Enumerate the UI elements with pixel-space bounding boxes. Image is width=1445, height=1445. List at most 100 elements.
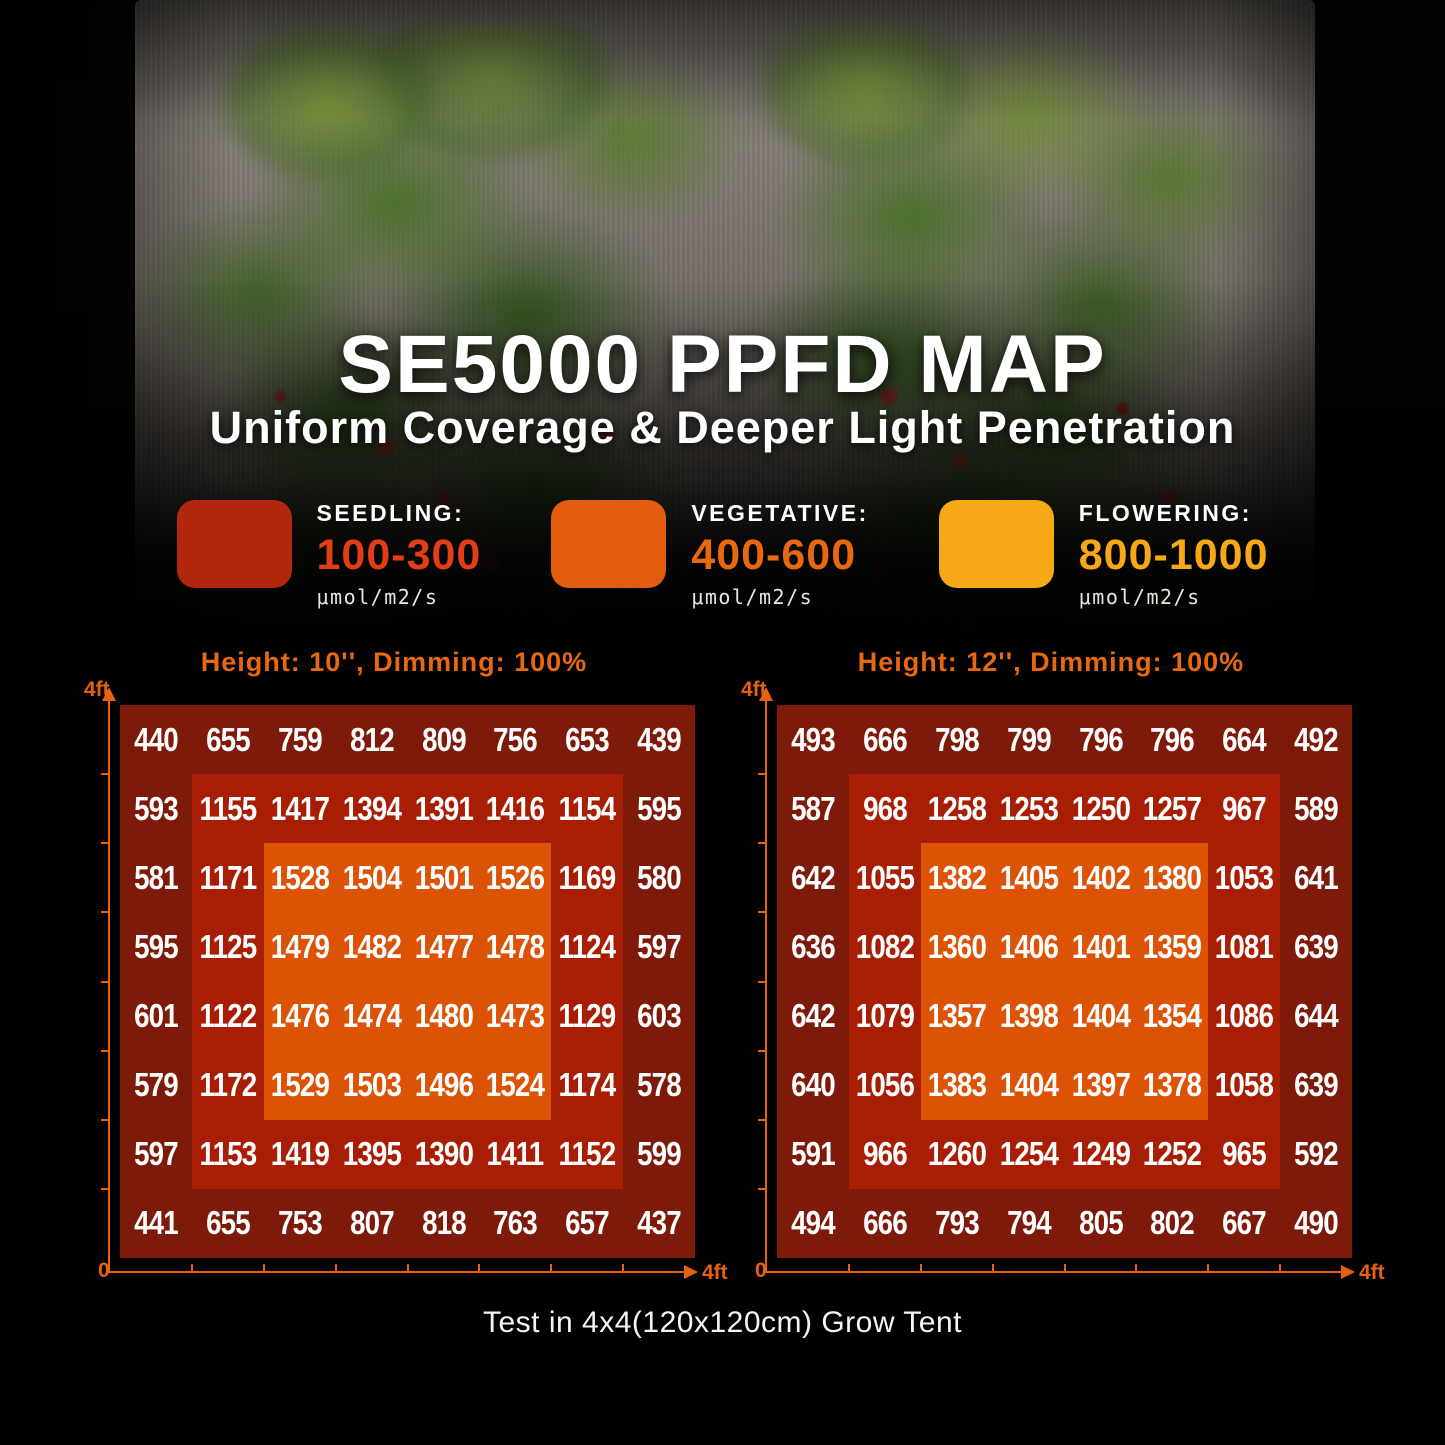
ppfd-value: 666 bbox=[862, 720, 908, 758]
ppfd-value: 1056 bbox=[855, 1066, 915, 1104]
ppfd-value: 597 bbox=[134, 1135, 179, 1173]
ppfd-value: 759 bbox=[277, 720, 323, 758]
ppfd-values: 440 655 759 812 809 756 653 439 593 1155 1417 1394 1… bbox=[120, 705, 695, 1258]
ppfd-value: 798 bbox=[934, 720, 980, 758]
ppfd-value: 1053 bbox=[1215, 858, 1274, 896]
ppfd-chart-height-10: Height: 10'', Dimming: 100% 4ft 0 4ft 44… bbox=[84, 645, 728, 1291]
ppfd-value: 794 bbox=[1006, 1204, 1052, 1242]
legend-stage-label: FLOWERING: bbox=[1078, 500, 1252, 526]
ppfd-value: 1383 bbox=[927, 1066, 987, 1104]
y-axis-arrow-icon bbox=[102, 687, 116, 701]
ppfd-value: 492 bbox=[1294, 720, 1339, 758]
ppfd-value: 1169 bbox=[558, 858, 617, 896]
flowering-zone bbox=[263, 843, 552, 1120]
legend-text: VEGETATIVE: 400-600 μmol/m2/s bbox=[691, 500, 869, 608]
ppfd-value: 653 bbox=[565, 720, 610, 758]
ppfd-value: 1082 bbox=[855, 927, 915, 965]
ppfd-value: 1154 bbox=[558, 789, 617, 827]
ppfd-value: 1058 bbox=[1215, 1066, 1274, 1104]
x-axis-line bbox=[108, 1271, 686, 1273]
ppfd-value: 1252 bbox=[1143, 1135, 1202, 1173]
ppfd-value: 1473 bbox=[486, 997, 545, 1035]
ppfd-value: 1478 bbox=[486, 927, 545, 965]
ppfd-value: 1395 bbox=[342, 1135, 401, 1173]
legend-stage-label: VEGETATIVE: bbox=[691, 500, 869, 526]
ppfd-value: 1152 bbox=[558, 1135, 617, 1173]
ppfd-value: 494 bbox=[791, 1204, 836, 1242]
legend-unit: μmol/m2/s bbox=[1078, 585, 1201, 609]
ppfd-value: 589 bbox=[1294, 789, 1339, 827]
ppfd-value: 818 bbox=[421, 1204, 467, 1242]
ppfd-value: 1404 bbox=[999, 1066, 1058, 1104]
plot-area: 4ft 0 4ft 440 655 759 812 809 756 653 439 593 115… bbox=[84, 679, 728, 1291]
ppfd-value: 1417 bbox=[270, 789, 330, 827]
ppfd-value: 1504 bbox=[342, 858, 401, 896]
flowering-zone bbox=[920, 843, 1209, 1120]
ppfd-value: 603 bbox=[637, 997, 682, 1035]
ppfd-value: 1482 bbox=[342, 927, 401, 965]
x-axis-arrow-icon bbox=[1341, 1265, 1355, 1279]
ppfd-value: 1081 bbox=[1215, 927, 1274, 965]
ppfd-value: 578 bbox=[637, 1066, 682, 1104]
ppfd-value: 580 bbox=[637, 858, 682, 896]
ppfd-value: 968 bbox=[862, 789, 908, 827]
y-axis-arrow-icon bbox=[759, 687, 773, 701]
ppfd-value: 756 bbox=[493, 720, 538, 758]
ppfd-value: 753 bbox=[277, 1204, 323, 1242]
plot-area: 4ft 0 4ft 493 666 798 799 796 796 664 492 587 968… bbox=[741, 679, 1385, 1291]
ppfd-value: 655 bbox=[205, 720, 251, 758]
ppfd-value: 1496 bbox=[414, 1066, 473, 1104]
ppfd-value: 490 bbox=[1294, 1204, 1339, 1242]
ppfd-value: 793 bbox=[934, 1204, 980, 1242]
ppfd-value: 1250 bbox=[1071, 789, 1130, 827]
ppfd-value: 579 bbox=[134, 1066, 179, 1104]
ppfd-value: 591 bbox=[791, 1135, 836, 1173]
ppfd-value: 1253 bbox=[999, 789, 1058, 827]
ppfd-value: 1529 bbox=[270, 1066, 330, 1104]
legend-text: SEEDLING: 100-300 μmol/m2/s bbox=[316, 500, 482, 609]
ppfd-value: 642 bbox=[791, 997, 836, 1035]
ppfd-value: 809 bbox=[421, 720, 467, 758]
ppfd-value: 601 bbox=[134, 997, 179, 1035]
ppfd-value: 636 bbox=[791, 927, 836, 965]
ppfd-value: 1398 bbox=[999, 997, 1058, 1035]
page-subtitle: Uniform Coverage & Deeper Light Penetrat… bbox=[209, 402, 1236, 453]
x-axis-line bbox=[765, 1271, 1343, 1273]
ppfd-value: 439 bbox=[637, 720, 682, 758]
ppfd-value: 667 bbox=[1222, 1204, 1267, 1242]
ppfd-value: 1394 bbox=[342, 789, 401, 827]
ppfd-value: 1401 bbox=[1071, 927, 1130, 965]
ppfd-value: 805 bbox=[1078, 1204, 1124, 1242]
ppfd-value: 664 bbox=[1222, 720, 1267, 758]
ppfd-value: 1258 bbox=[927, 789, 987, 827]
ppfd-value: 639 bbox=[1294, 1066, 1339, 1104]
ppfd-heatmap-grid: 493 666 798 799 796 796 664 492 587 968 1258 1253 12… bbox=[777, 705, 1352, 1258]
ppfd-value: 1402 bbox=[1071, 858, 1130, 896]
ppfd-value: 592 bbox=[1294, 1135, 1339, 1173]
ppfd-value: 1359 bbox=[1143, 927, 1202, 965]
legend-ppfd-range: 400-600 bbox=[691, 531, 857, 579]
ppfd-value: 644 bbox=[1294, 997, 1339, 1035]
ppfd-value: 1055 bbox=[855, 858, 915, 896]
ppfd-value: 1079 bbox=[855, 997, 915, 1035]
ppfd-value: 1391 bbox=[414, 789, 473, 827]
legend-text: FLOWERING: 800-1000 μmol/m2/s bbox=[1078, 500, 1269, 609]
legend-unit: μmol/m2/s bbox=[316, 585, 439, 609]
ppfd-value: 640 bbox=[791, 1066, 836, 1104]
ppfd-value: 599 bbox=[637, 1135, 682, 1173]
ppfd-value: 641 bbox=[1294, 858, 1339, 896]
legend-stage-label: SEEDLING: bbox=[316, 500, 465, 526]
ppfd-value: 966 bbox=[862, 1135, 908, 1173]
ppfd-value: 967 bbox=[1222, 789, 1267, 827]
ppfd-value: 796 bbox=[1150, 720, 1195, 758]
vegetative-color-swatch bbox=[551, 500, 667, 588]
x-axis-max-label: 4ft bbox=[702, 1261, 728, 1284]
legend-item-flowering: FLOWERING: 800-1000 μmol/m2/s bbox=[938, 500, 1269, 609]
ppfd-value: 1474 bbox=[342, 997, 401, 1035]
ppfd-value: 642 bbox=[791, 858, 836, 896]
ppfd-value: 812 bbox=[349, 720, 395, 758]
ppfd-heatmap-grid: 440 655 759 812 809 756 653 439 593 1155 1417 1394 1… bbox=[120, 705, 695, 1258]
ppfd-value: 1125 bbox=[199, 927, 257, 965]
ppfd-value: 1172 bbox=[199, 1066, 257, 1104]
